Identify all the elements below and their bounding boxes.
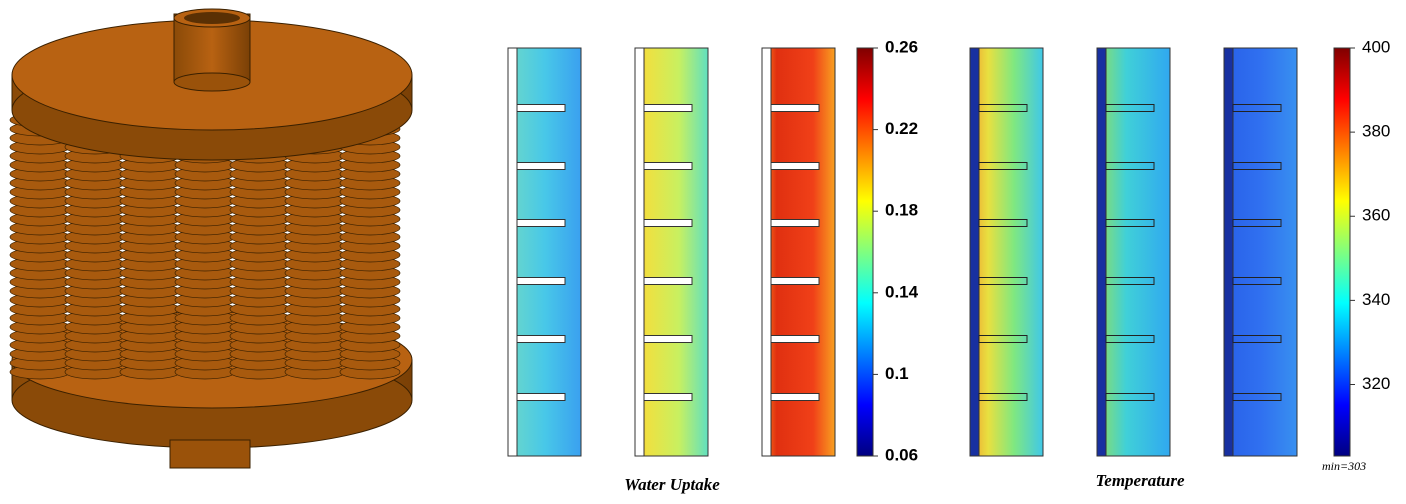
fin-slot (516, 277, 566, 285)
colorbar-tick-label: 380 (1362, 122, 1390, 141)
inlet-hole (184, 12, 240, 24)
inlet-base (173, 72, 251, 92)
colorbar-tick-label: 0.06 (885, 445, 918, 464)
colorbar-tick-label: 360 (1362, 206, 1390, 225)
fin-slot (643, 393, 693, 401)
fin-slot (1232, 104, 1282, 112)
fin-slot (1105, 162, 1155, 170)
wall-strip (634, 47, 645, 457)
wall-strip (1223, 47, 1234, 457)
wall-strip (1096, 47, 1107, 457)
colorbar-tick-label: 0.18 (885, 201, 918, 220)
fin-slot (1105, 219, 1155, 227)
contour-field (1096, 47, 1171, 457)
fin-slot (516, 335, 566, 343)
fin-slot (643, 219, 693, 227)
contour-field (969, 47, 1044, 457)
fin-slot (770, 219, 820, 227)
colorbar-note: min=303 (1322, 459, 1366, 473)
colorbar-tick-label: 0.14 (885, 282, 919, 301)
fin-slot (978, 393, 1028, 401)
fin-slot (770, 162, 820, 170)
colorbar (856, 47, 874, 457)
fin-slot (770, 335, 820, 343)
fin-slot (516, 219, 566, 227)
fin-slot (1232, 162, 1282, 170)
fin-slot (1105, 104, 1155, 112)
colorbar (1333, 47, 1351, 457)
fin-slot (1232, 335, 1282, 343)
fin-slot (1232, 393, 1282, 401)
contour-field (634, 47, 709, 457)
colorbar-tick-label: 340 (1362, 290, 1390, 309)
fin-slot (770, 277, 820, 285)
heat-exchanger-render (9, 8, 413, 469)
fin-slot (1232, 277, 1282, 285)
fin-slot (643, 277, 693, 285)
wall-strip (761, 47, 772, 457)
fin-slot (643, 335, 693, 343)
fin-slot (978, 277, 1028, 285)
fin-slot (516, 104, 566, 112)
fin-slot (978, 104, 1028, 112)
colorbar-tick-label: 0.22 (885, 119, 918, 138)
contour-panels (507, 47, 1298, 457)
colorbar-tick-label: 0.1 (885, 364, 909, 383)
contour-field (507, 47, 582, 457)
fin-slot (1105, 277, 1155, 285)
fin-slot (770, 393, 820, 401)
colorbar-tick-label: 320 (1362, 374, 1390, 393)
fin-stack (9, 112, 401, 380)
fin-slot (1105, 393, 1155, 401)
caption: Temperature (1095, 471, 1185, 490)
fin-slot (770, 104, 820, 112)
fin-slot (978, 335, 1028, 343)
fin-slot (516, 162, 566, 170)
colorbar-tick-label: 0.26 (885, 37, 918, 56)
contour-field (1223, 47, 1298, 457)
fin-slot (643, 104, 693, 112)
fin-slot (643, 162, 693, 170)
colorbar-tick-label: 400 (1362, 37, 1390, 56)
wall-strip (507, 47, 518, 457)
wall-strip (969, 47, 980, 457)
fin-slot (978, 219, 1028, 227)
caption: Water Uptake (624, 475, 720, 494)
outlet (169, 439, 251, 469)
fin-slot (1232, 219, 1282, 227)
contour-field (761, 47, 836, 457)
fin-slot (516, 393, 566, 401)
fin-slot (978, 162, 1028, 170)
fin-slot (1105, 335, 1155, 343)
